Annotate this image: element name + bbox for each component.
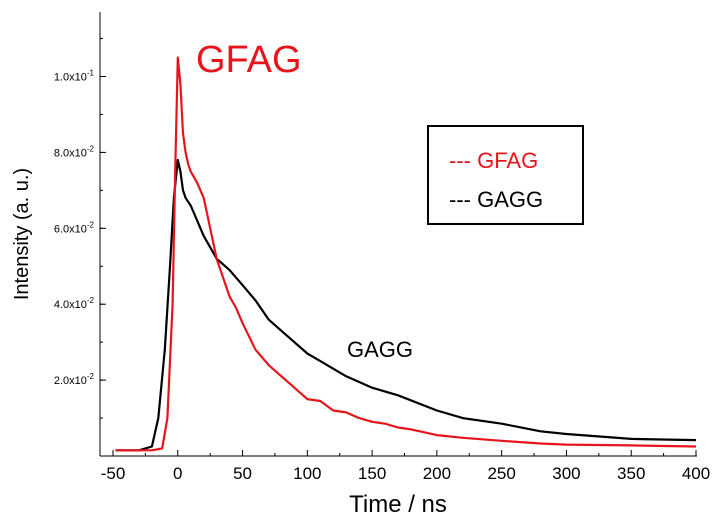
x-tick-label: 100 — [293, 464, 321, 483]
x-tick-label: 50 — [233, 464, 252, 483]
legend-entry-gagg: --- GAGG — [449, 187, 543, 212]
y-tick-label: 6.0x10-2 — [54, 220, 95, 235]
y-ticks: 2.0x10-2 4.0x10-2 6.0x10-2 8.0x10-2 1.0x10-1 — [54, 38, 106, 419]
series-layer — [115, 56, 697, 452]
x-tick-label: 150 — [358, 464, 386, 483]
x-tick-label: 200 — [423, 464, 451, 483]
annotation-gfag: GFAG — [196, 39, 302, 81]
x-tick-label: 250 — [487, 464, 515, 483]
x-tick-label: 350 — [617, 464, 645, 483]
y-tick-label: 1.0x10-1 — [54, 69, 95, 84]
plot-frame — [99, 12, 697, 457]
y-tick-label: 4.0x10-2 — [54, 296, 95, 311]
series-line-gagg — [115, 158, 697, 452]
y-tick-label: 2.0x10-2 — [54, 372, 95, 387]
x-tick-label: -50 — [101, 464, 126, 483]
x-tick-label: 300 — [552, 464, 580, 483]
x-ticks: -50 0 50 100 150 200 250 300 350 400 — [101, 450, 710, 483]
legend-box — [427, 125, 584, 225]
y-tick-label: 8.0x10-2 — [54, 144, 95, 159]
legend: --- GFAG --- GAGG — [427, 125, 584, 225]
y-axis-title: Intensity (a. u.) — [11, 168, 33, 300]
legend-entry-gfag: --- GFAG — [449, 148, 538, 173]
x-tick-label: 0 — [173, 464, 182, 483]
series-line-gfag — [115, 56, 697, 452]
x-tick-label: 400 — [682, 464, 710, 483]
annotation-gagg: GAGG — [347, 337, 413, 362]
x-axis-title: Time / ns — [349, 491, 447, 518]
